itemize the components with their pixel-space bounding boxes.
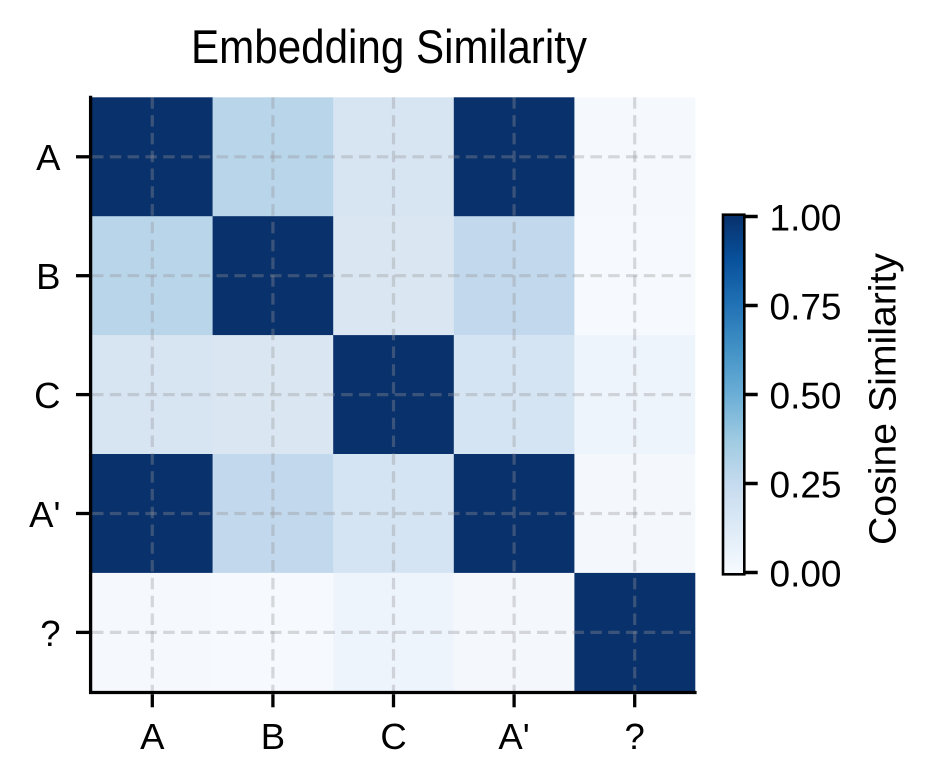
svg-text:B: B xyxy=(261,716,285,757)
svg-text:0.50: 0.50 xyxy=(770,376,842,417)
svg-text:0.75: 0.75 xyxy=(770,287,842,328)
svg-text:Cosine Similarity: Cosine Similarity xyxy=(863,253,905,545)
svg-text:C: C xyxy=(380,716,406,757)
svg-text:A': A' xyxy=(498,716,529,757)
svg-text:A: A xyxy=(36,137,61,178)
svg-text:A': A' xyxy=(29,494,60,535)
svg-text:1.00: 1.00 xyxy=(770,198,842,239)
svg-text:0.00: 0.00 xyxy=(770,554,842,595)
svg-text:?: ? xyxy=(625,716,645,757)
svg-text:B: B xyxy=(36,256,60,297)
svg-text:C: C xyxy=(34,375,60,416)
svg-text:?: ? xyxy=(40,613,60,654)
svg-text:A: A xyxy=(140,716,165,757)
svg-text:0.25: 0.25 xyxy=(770,465,842,506)
svg-text:Embedding Similarity: Embedding Similarity xyxy=(191,20,587,73)
